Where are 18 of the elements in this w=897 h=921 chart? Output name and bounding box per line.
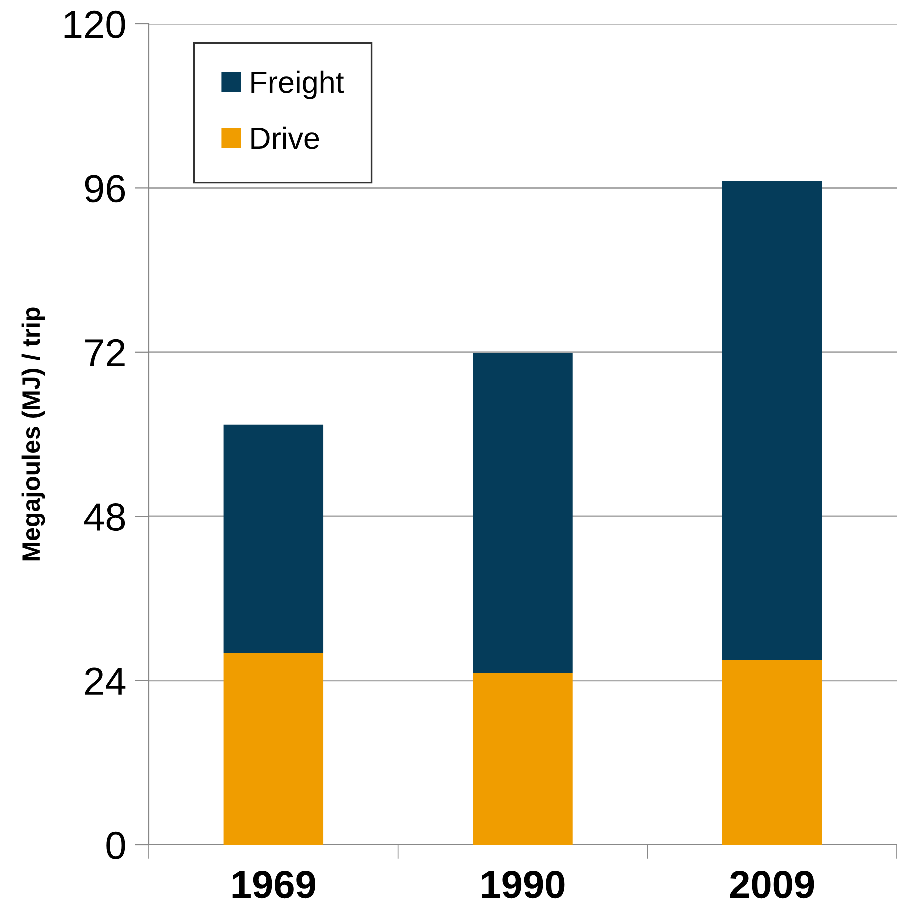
y-tick-label: 120 [64,10,126,38]
bar [224,653,324,845]
bar [722,181,822,660]
y-tick-label: 0 [106,832,126,860]
x-tick-label: 1990 [482,871,565,899]
y-tick-label: 24 [85,668,126,695]
x-tick-label: 1969 [232,871,316,899]
legend-label: Freight [252,70,344,100]
y-axis-title: Megajoules (MJ) / trip [22,308,46,561]
bar [224,424,324,654]
y-tick-label: 72 [86,339,125,366]
bar [473,673,573,845]
y-tick-label: 48 [84,504,126,532]
bar [473,353,573,674]
y-tick-label: 96 [85,175,126,203]
bar [722,660,822,845]
x-tick-label: 2009 [730,871,814,899]
legend-label: Drive [252,126,320,150]
